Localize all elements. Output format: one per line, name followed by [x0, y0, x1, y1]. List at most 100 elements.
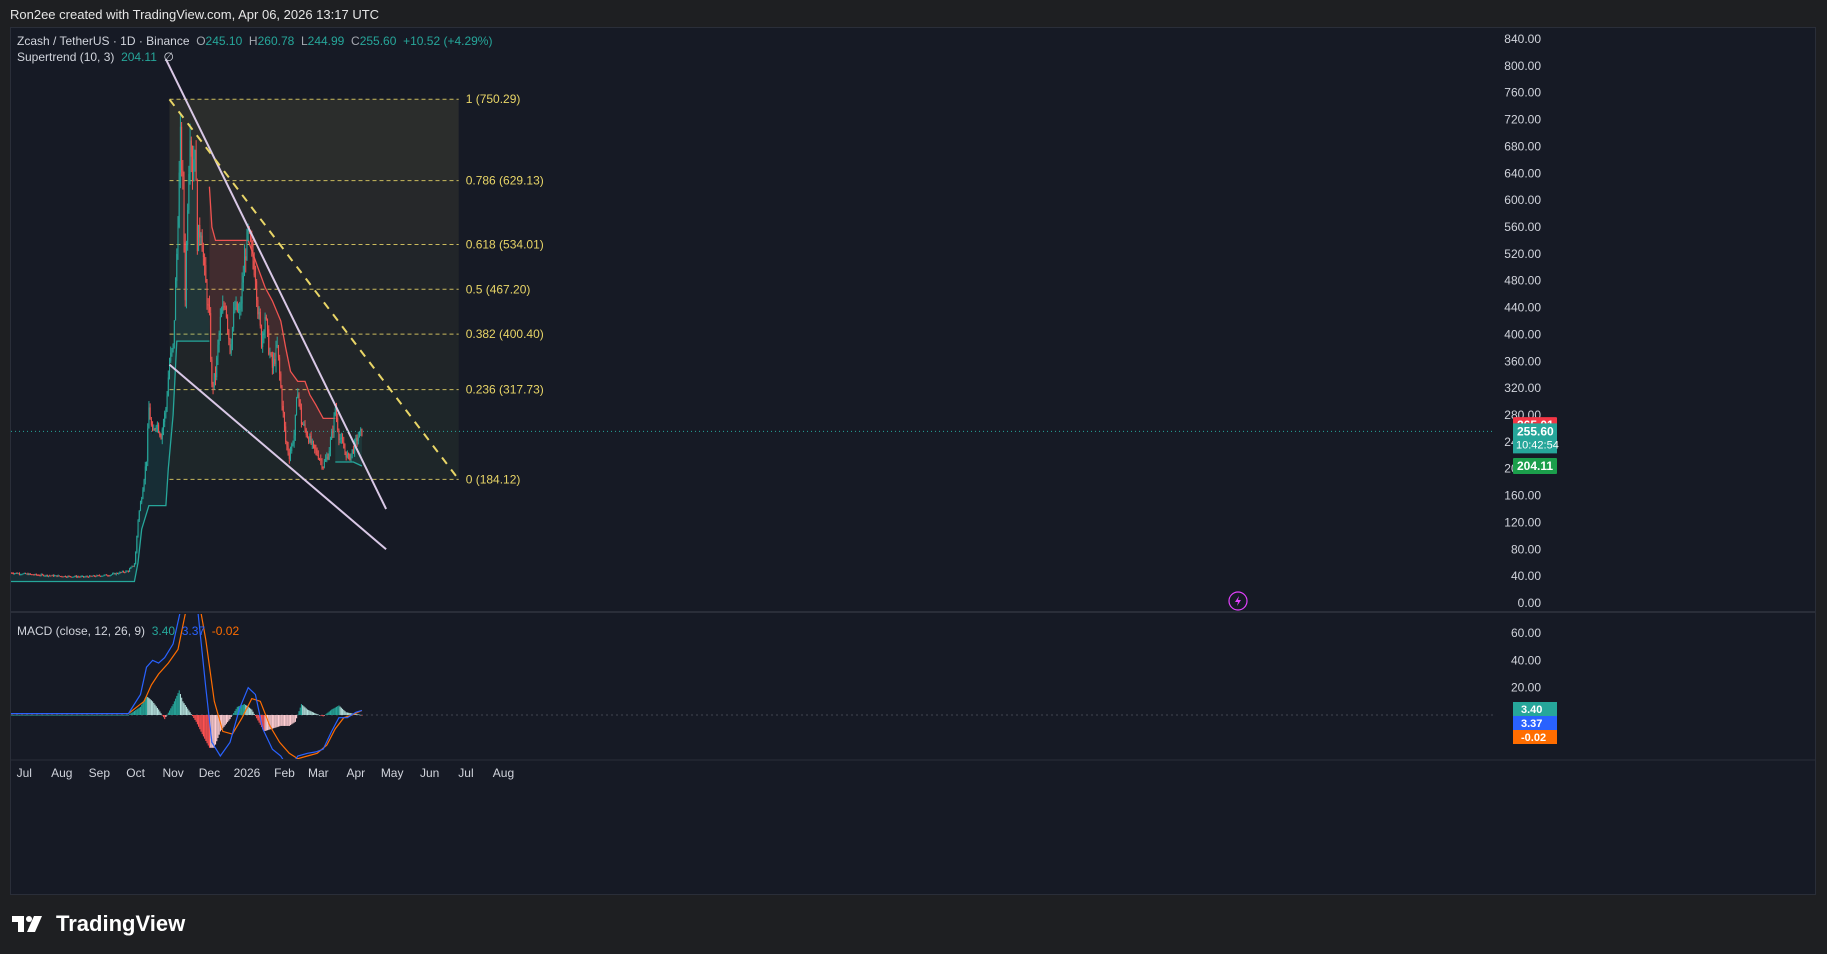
candle-body — [267, 319, 269, 330]
macd-hist-bar — [120, 715, 122, 716]
time-axis-tick: Sep — [89, 766, 111, 780]
candle-body — [257, 300, 259, 315]
macd-hist-bar — [178, 690, 180, 715]
macd-hist-bar — [300, 704, 302, 715]
candle-body — [294, 414, 296, 436]
candle-body — [14, 573, 16, 575]
macd-hist-bar — [48, 715, 50, 716]
supertrend-fill — [11, 126, 210, 582]
time-axis-tick: Aug — [493, 766, 514, 780]
chart-canvas[interactable]: 1 (750.29) 0.786 (629.13) 0.618 (534.01) 0.… — [11, 28, 1815, 894]
macd-hist-bar — [357, 714, 359, 716]
candle-body — [193, 159, 195, 180]
macd-hist-bar — [333, 708, 335, 715]
candle-body — [91, 576, 93, 578]
candle-body — [141, 498, 143, 503]
macd-hist-bar — [133, 710, 136, 715]
candle-body — [235, 302, 237, 308]
macd-hist-bar — [40, 715, 42, 716]
candle-body — [139, 502, 141, 511]
macd-hist-bar — [92, 715, 94, 716]
candle-body — [178, 172, 180, 228]
signal-badge-bg — [1513, 716, 1557, 730]
candle-body — [182, 170, 184, 177]
candle-body — [344, 448, 346, 452]
candle-body — [51, 575, 53, 577]
macd-hist-bar — [192, 715, 194, 717]
macd-hist-bar — [16, 715, 18, 716]
macd-hist-bar — [90, 715, 92, 716]
candle-body — [339, 438, 341, 440]
macd-hist-bar — [136, 709, 138, 715]
time-axis-tick: Dec — [199, 766, 220, 780]
candle-body — [276, 345, 278, 347]
supertrend-label[interactable]: Supertrend (10, 3) — [17, 50, 115, 64]
macd-hist-bar — [285, 715, 287, 726]
macd-hist-bar — [201, 715, 203, 735]
candle-body — [230, 344, 232, 353]
supertrend-legend[interactable]: Supertrend (10, 3) 204.11 ∅ — [17, 50, 174, 64]
macd-hist-bar — [189, 712, 191, 715]
macd-hist-bar — [190, 714, 192, 715]
macd-hist-bar — [25, 715, 27, 716]
macd-hist-bar — [123, 715, 125, 716]
candle-body — [258, 311, 260, 315]
candle-body — [328, 450, 330, 460]
candle-body — [343, 442, 345, 449]
candle-body — [279, 357, 281, 374]
macd-hist-bar — [339, 706, 341, 715]
macd-hist-bar — [247, 706, 249, 715]
macd-hist-bar — [68, 715, 70, 716]
macd-hist-bar — [246, 705, 248, 715]
candle-body — [234, 307, 236, 312]
candle-body — [288, 452, 290, 459]
macd-hist-bar — [170, 708, 172, 715]
macd-hist-bar — [236, 706, 238, 715]
candle-body — [246, 232, 248, 261]
macd-hist-bar — [187, 708, 189, 715]
macd-hist-bar — [137, 708, 139, 715]
macd-hist-bar — [147, 696, 149, 715]
candle-body — [154, 428, 156, 430]
candle-body — [244, 256, 246, 277]
macd-hist-bar — [348, 712, 350, 715]
tradingview-logo[interactable]: TradingView — [12, 911, 185, 937]
macd-hist-bar — [54, 715, 56, 716]
macd-hist-bar — [331, 709, 333, 715]
candle-body — [346, 453, 348, 458]
candle-body — [183, 176, 185, 243]
candle-body — [48, 575, 50, 577]
price-axis-tick: 560.00 — [1504, 220, 1541, 234]
candle-body — [259, 311, 261, 326]
candle-body — [71, 576, 72, 578]
macd-hist-bar — [44, 715, 46, 716]
macd-legend[interactable]: MACD (close, 12, 26, 9) 3.40 3.37 -0.02 — [17, 624, 239, 638]
macd-hist-bar — [184, 704, 186, 715]
macd-hist-bar — [100, 715, 102, 716]
macd-hist-bar — [286, 715, 288, 726]
candle-body — [43, 574, 45, 577]
candle-body — [281, 387, 283, 406]
macd-label[interactable]: MACD (close, 12, 26, 9) — [17, 624, 146, 638]
price-legend[interactable]: Zcash / TetherUS · 1D · Binance O245.10 … — [17, 34, 493, 48]
candle-body — [156, 424, 158, 427]
macd-hist-bar — [52, 715, 54, 716]
price-axis-tick: 360.00 — [1504, 354, 1541, 368]
candle-body — [313, 441, 314, 445]
supertrend-fill — [209, 186, 336, 466]
symbol-name[interactable]: Zcash / TetherUS · 1D · Binance — [17, 34, 190, 48]
macd-hist-bar — [281, 715, 283, 726]
candle-body — [302, 424, 304, 426]
candle-body — [350, 453, 352, 460]
candle-body — [286, 441, 288, 446]
macd-hist-bar — [107, 715, 109, 716]
macd-hist-bar — [12, 715, 15, 716]
signal-legend-value: 3.37 — [181, 624, 206, 638]
candle-body — [285, 426, 287, 442]
chart-frame[interactable]: 1 (750.29) 0.786 (629.13) 0.618 (534.01) 0.… — [10, 27, 1816, 895]
macd-hist-bar — [135, 710, 137, 715]
candle-body — [216, 357, 218, 378]
candle-body — [311, 441, 313, 444]
macd-hist-bar — [58, 715, 60, 716]
